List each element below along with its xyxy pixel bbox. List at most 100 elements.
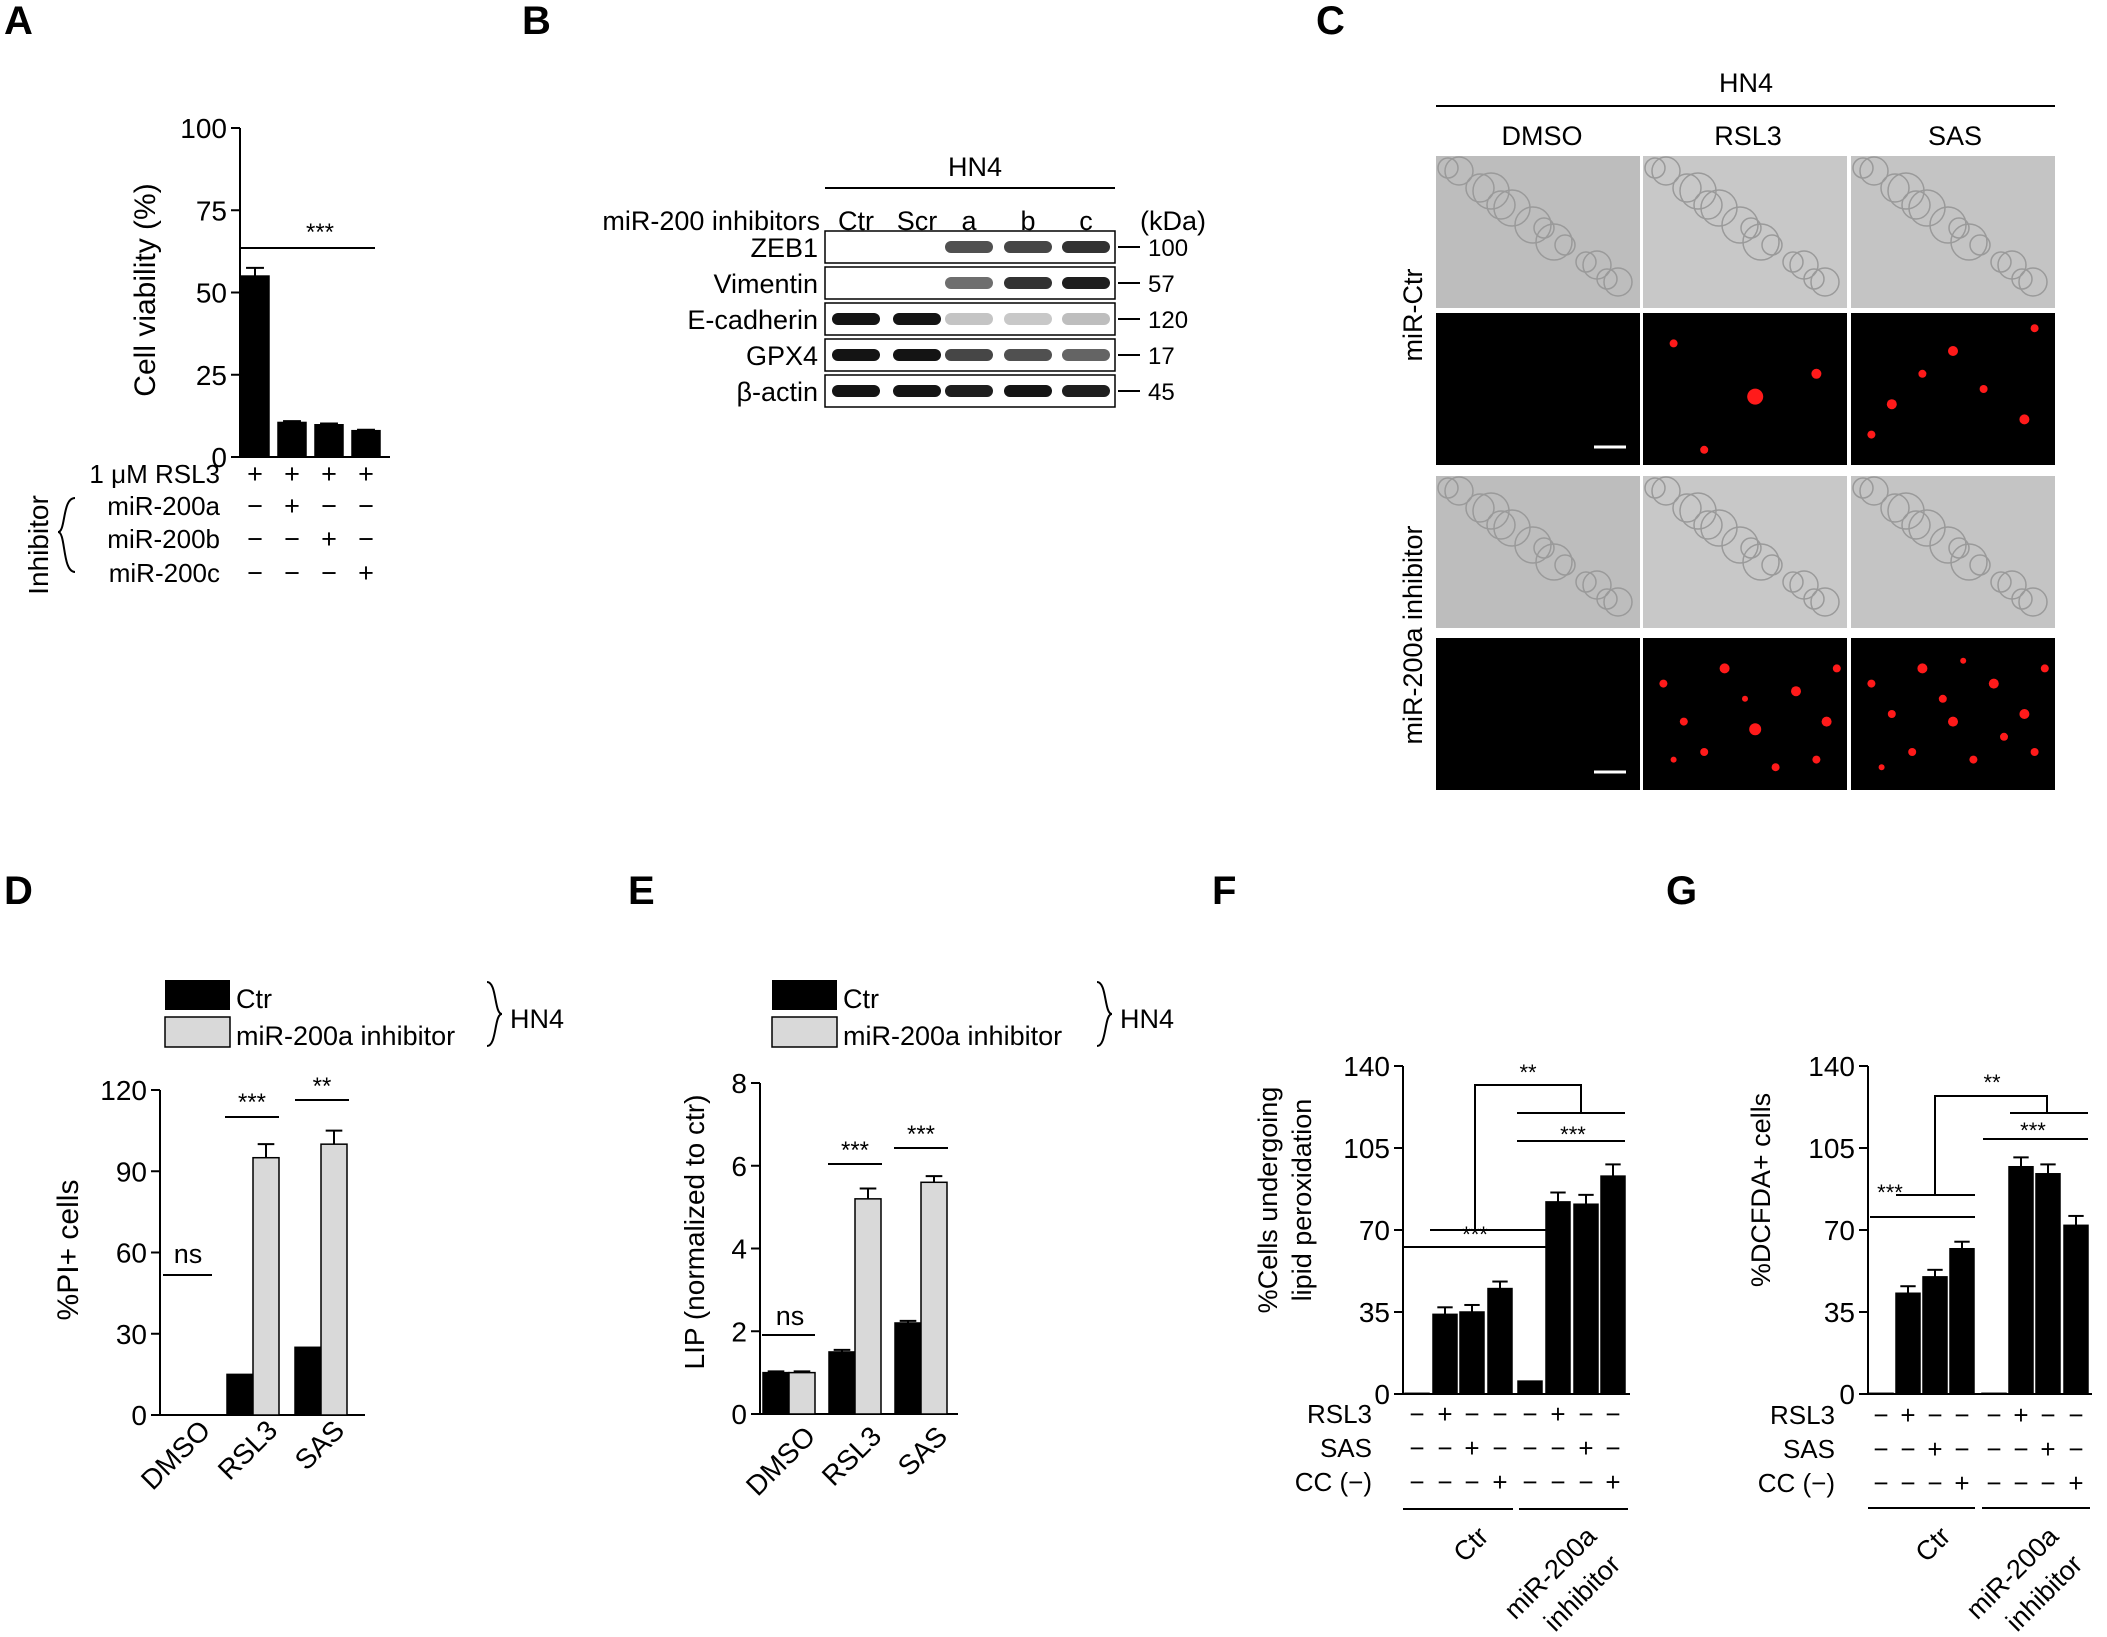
panel-f-bar — [1545, 1201, 1571, 1395]
pi-stained-cell — [2030, 324, 2039, 333]
panel-g-group-0: Ctr — [1910, 1521, 1957, 1568]
brightfield-cell — [1533, 537, 1555, 559]
panel-f-ylabel-line1: %Cells undergoing — [1253, 1087, 1283, 1314]
panel-g-sign: − — [1986, 1400, 2001, 1430]
brightfield-cell — [1742, 223, 1780, 261]
brightfield-image — [1851, 476, 2055, 628]
brightfield-cell — [1742, 543, 1780, 581]
panel-a-sign: − — [358, 524, 374, 554]
panel-a-ytick-label: 0 — [211, 442, 227, 473]
brightfield-cell — [1782, 251, 1804, 273]
panel-a-axis: 0 25 50 75 100 — [180, 113, 390, 473]
panel-d-axis: 0 30 60 90 120 — [100, 1075, 365, 1431]
panel-a-bar — [277, 421, 307, 458]
panel-f-bar — [1487, 1287, 1513, 1395]
brightfield-cell — [1651, 156, 1681, 186]
fluorescence-image — [1851, 313, 2055, 465]
brightfield-cell — [1603, 587, 1633, 617]
fluorescence-image — [1436, 638, 1640, 790]
panel-a-sign: + — [247, 459, 263, 489]
pi-stained-cell — [1886, 399, 1897, 410]
panel-d-legend-swatch-ctr — [165, 980, 230, 1010]
brightfield-cell — [1472, 172, 1510, 210]
panel-d-sig-0: ns — [174, 1239, 203, 1269]
panel-g-sign: − — [1986, 1468, 2001, 1498]
panel-e-xtick-1: RSL3 — [816, 1420, 887, 1491]
panel-f-sign: + — [1605, 1467, 1620, 1497]
panel-g-sign: − — [2040, 1468, 2055, 1498]
brightfield-cell — [1582, 570, 1612, 600]
panel-e-legend-brace — [1096, 981, 1113, 1047]
panel-d-xtick-0: DMSO — [135, 1414, 216, 1495]
panel-a-sign: − — [321, 558, 337, 588]
pi-stained-cell — [1948, 346, 1958, 356]
blot-band — [1004, 313, 1052, 325]
panel-d-bar — [226, 1373, 254, 1416]
panel-f-sign: − — [1578, 1467, 1593, 1497]
panel-g-ytick-label: 0 — [1839, 1379, 1855, 1410]
panel-g-sign: − — [2013, 1434, 2028, 1464]
panel-g-sign: + — [2040, 1434, 2055, 1464]
panel-g-ylabel: %DCFDA+ cells — [1746, 1093, 1776, 1287]
panel-a-sign: − — [284, 524, 300, 554]
blot-kda-label: 57 — [1148, 271, 1175, 298]
panel-e-bar — [854, 1198, 882, 1415]
blot-band — [893, 385, 941, 397]
panel-f-row-label-1: SAS — [1320, 1433, 1372, 1463]
brightfield-cell — [1997, 250, 2027, 280]
panel-a-sign: − — [284, 558, 300, 588]
brightfield-cell — [1852, 157, 1874, 179]
panel-g-row-label-2: CC (−) — [1758, 1468, 1835, 1498]
pi-stained-cell — [2000, 732, 2008, 741]
blot-band — [893, 349, 941, 361]
panel-g-bar — [1981, 1392, 2007, 1395]
pi-stained-cell — [1887, 710, 1896, 718]
brightfield-cell — [1444, 476, 1474, 506]
panel-a-ylabel: Cell viability (%) — [129, 183, 162, 396]
panel-e-ytick-label: 4 — [731, 1234, 747, 1265]
panel-e-sig-0: ns — [776, 1301, 805, 1331]
panel-label-b: B — [522, 0, 551, 43]
panel-label-f: F — [1212, 869, 1236, 913]
panel-label-c: C — [1316, 0, 1345, 43]
fluorescence-image — [1643, 313, 1847, 465]
panel-a-row-label-3: miR-200c — [109, 558, 220, 588]
pi-stained-cell — [1969, 755, 1978, 764]
brightfield-cell — [1859, 156, 1889, 186]
panel-f-sign: + — [1578, 1433, 1593, 1463]
panel-b-blot: HN4 miR-200 inhibitors Ctr Scr a b c (kD… — [602, 152, 1206, 408]
brightfield-cell — [1651, 476, 1681, 506]
brightfield-cell — [1514, 526, 1552, 564]
panel-e-ytick-label: 0 — [731, 1399, 747, 1430]
pi-stained-cell — [1659, 679, 1668, 688]
brightfield-cell — [1929, 526, 1967, 564]
panel-a-bar — [351, 429, 381, 458]
panel-f-sign: − — [1437, 1467, 1452, 1497]
panel-a-sign: − — [321, 491, 337, 521]
panel-a-bar — [314, 424, 344, 458]
pi-stained-cell — [1811, 368, 1822, 379]
panel-g-bar — [1868, 1392, 1894, 1395]
panel-d-xtick-2: SAS — [289, 1414, 351, 1476]
blot-band — [832, 385, 880, 397]
panel-a-sign: − — [247, 558, 263, 588]
brightfield-cell — [1887, 172, 1925, 210]
panel-d-ytick-label: 30 — [116, 1319, 147, 1350]
brightfield-cell — [1969, 554, 1991, 576]
panel-g-sign: + — [1900, 1400, 1915, 1430]
panel-f-ytick-label: 35 — [1359, 1297, 1390, 1328]
panel-a-row-label-1: miR-200a — [107, 491, 220, 521]
brightfield-cell — [1990, 571, 2012, 593]
brightfield-cell — [1493, 509, 1531, 547]
panel-a-row-label-2: miR-200b — [107, 524, 220, 554]
panel-g-ytick-label: 70 — [1824, 1215, 1855, 1246]
panel-e-legend-swatch-inh — [771, 1016, 838, 1048]
pi-stained-cell — [1979, 385, 1988, 393]
brightfield-cell — [1948, 537, 1970, 559]
panel-f-row-label-0: RSL3 — [1307, 1399, 1372, 1429]
panel-d-ytick-label: 90 — [116, 1156, 147, 1187]
blot-band — [1062, 277, 1110, 289]
panel-f-ytick-label: 70 — [1359, 1215, 1390, 1246]
panel-d-cell-line: HN4 — [510, 1004, 564, 1034]
brightfield-cell — [1535, 223, 1573, 261]
